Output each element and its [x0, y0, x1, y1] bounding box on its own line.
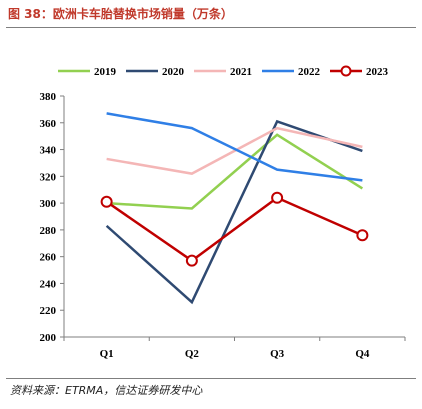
chart-title: 图 38：欧洲卡车胎替换市场销量（万条） [8, 7, 233, 21]
legend-marker-2023 [340, 65, 352, 77]
footer-divider [6, 378, 416, 379]
y-tick-label: 200 [40, 332, 57, 344]
data-point-2023 [100, 195, 113, 208]
legend-label-2023: 2023 [366, 66, 389, 78]
x-tick-label: Q1 [100, 348, 114, 360]
data-point-2023 [271, 191, 284, 204]
series-line-2020 [105, 119, 363, 305]
data-point-2023 [356, 229, 369, 242]
series-line-2019 [106, 133, 364, 210]
y-tick-label: 240 [40, 278, 57, 290]
series-line-2022 [106, 112, 363, 182]
series-line-2021 [106, 126, 363, 175]
legend: 2019 2020 2021 2022 2023 [58, 65, 389, 78]
y-tick-label: 380 [40, 91, 57, 103]
y-tick-label: 280 [40, 225, 57, 237]
source-note: 资料来源：ETRMA，信达证券研发中心 [10, 384, 203, 397]
legend-label-2021: 2021 [230, 66, 252, 78]
series-group [100, 112, 369, 305]
title-divider [6, 27, 416, 28]
data-point-2023 [185, 254, 198, 267]
x-tick-label: Q4 [355, 348, 370, 360]
axes: 200 220 240 260 280 300 320 340 360 380 Q1 Q2 Q3 Q4 [40, 91, 406, 360]
x-tick-label: Q3 [270, 348, 285, 360]
x-tick-label: Q2 [185, 348, 200, 360]
series-line-2023 [105, 196, 363, 263]
y-tick-label: 260 [40, 252, 57, 264]
y-tick-label: 360 [40, 118, 57, 130]
y-tick-label: 340 [40, 145, 57, 157]
y-tick-label: 320 [40, 171, 57, 183]
legend-label-2020: 2020 [162, 66, 185, 78]
y-tick-label: 220 [40, 305, 57, 317]
legend-label-2022: 2022 [298, 66, 321, 78]
legend-label-2019: 2019 [94, 66, 117, 78]
y-tick-label: 300 [40, 198, 57, 210]
